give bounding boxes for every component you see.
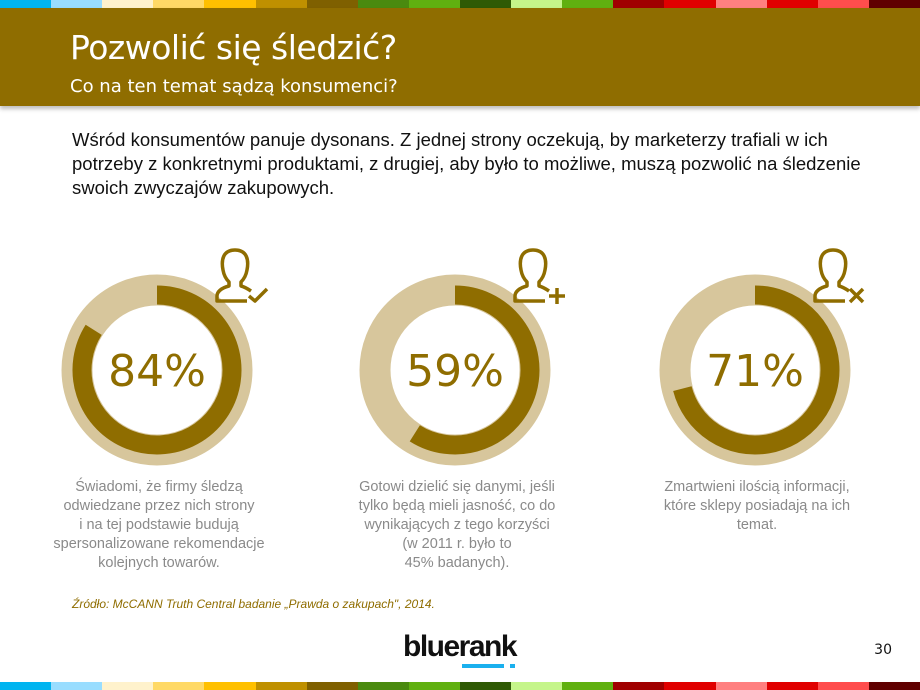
description-line: 45% badanych). xyxy=(404,555,510,571)
stripe-segment xyxy=(357,682,409,690)
user-check-icon xyxy=(215,248,269,303)
description-line: Świadomi, że firmy śledzą xyxy=(75,479,243,495)
stripe-segment xyxy=(51,682,103,690)
stripe-segment xyxy=(306,682,358,690)
logo-dot xyxy=(510,664,515,668)
stripe-segment xyxy=(306,0,358,8)
stripe-segment xyxy=(766,682,818,690)
donut-chart: 71% xyxy=(659,248,865,466)
stripe-segment xyxy=(204,0,256,8)
stripe-segment xyxy=(613,0,665,8)
percent-label: 84% xyxy=(108,346,206,397)
description-line: temat. xyxy=(736,517,778,533)
source-note: Źródło: McCANN Truth Central badanie „Pr… xyxy=(72,597,435,611)
header-band: Pozwolić się śledzić? Co na ten temat są… xyxy=(0,8,920,106)
stripe-segment xyxy=(0,682,52,690)
stripe-segment xyxy=(511,0,563,8)
bottom-color-stripe xyxy=(0,682,920,690)
page-subtitle: Co na ten temat sądzą konsumenci? xyxy=(70,76,398,97)
stripe-segment xyxy=(255,682,307,690)
donut-value-arc xyxy=(673,285,840,455)
donut-value-arc xyxy=(72,285,242,455)
stripe-segment xyxy=(613,682,665,690)
description-line: Zmartwieni ilością informacji, xyxy=(664,479,850,495)
stripe-segment xyxy=(562,0,614,8)
stripe-segment xyxy=(817,682,869,690)
stripe-segment xyxy=(204,682,256,690)
stripe-segment xyxy=(868,0,920,8)
stripe-segment xyxy=(664,682,716,690)
stripe-segment xyxy=(511,682,563,690)
stat-description: Świadomi, że firmy śledzą odwiedzane prze… xyxy=(39,478,279,573)
description-line: odwiedzane przez nich strony xyxy=(63,498,255,514)
description-line: kolejnych towarów. xyxy=(98,555,220,571)
stripe-segment xyxy=(153,0,205,8)
stripe-segment xyxy=(408,0,460,8)
stripe-segment xyxy=(562,682,614,690)
stripe-segment xyxy=(0,0,52,8)
stripe-segment xyxy=(153,682,205,690)
page-number: 30 xyxy=(874,642,892,658)
stripe-segment xyxy=(102,0,154,8)
page-title: Pozwolić się śledzić? xyxy=(70,28,397,67)
description-line: spersonalizowane rekomendacje xyxy=(53,536,265,552)
description-line: wynikających z tego korzyści xyxy=(364,517,550,533)
bluerank-logo: bluerank xyxy=(403,630,518,663)
stripe-segment xyxy=(255,0,307,8)
user-x-icon xyxy=(813,248,865,304)
description-line: tylko będą mieli jasność, co do xyxy=(358,498,556,514)
description-line: i na tej podstawie budują xyxy=(79,517,239,533)
percent-label: 71% xyxy=(706,346,804,397)
top-color-stripe xyxy=(0,0,920,8)
description-line: (w 2011 r. było to xyxy=(402,536,512,552)
percent-label: 59% xyxy=(406,346,504,397)
description-line: które sklepy posiadają na ich xyxy=(663,498,851,514)
stripe-segment xyxy=(51,0,103,8)
logo-underline xyxy=(462,664,504,668)
stat-description: Gotowi dzielić się danymi, jeśli tylko bę… xyxy=(337,478,577,573)
stripe-segment xyxy=(357,0,409,8)
stripe-segment xyxy=(766,0,818,8)
stripe-segment xyxy=(459,0,512,8)
stripe-segment xyxy=(408,682,460,690)
stripe-segment xyxy=(459,682,512,690)
donut-chart: 59% xyxy=(359,248,565,466)
stripe-segment xyxy=(664,0,716,8)
stripe-segment xyxy=(868,682,920,690)
stripe-segment xyxy=(102,682,154,690)
description-line: Gotowi dzielić się danymi, jeśli xyxy=(359,479,555,495)
intro-text: Wśród konsumentów panuje dysonans. Z jed… xyxy=(72,129,861,198)
stat-description: Zmartwieni ilością informacji, które skle… xyxy=(637,478,877,535)
donut-value-arc xyxy=(409,285,540,455)
stripe-segment xyxy=(715,682,767,690)
stripe-segment xyxy=(715,0,767,8)
stripe-segment xyxy=(817,0,869,8)
user-plus-icon xyxy=(513,248,565,304)
donut-chart: 84% xyxy=(61,248,269,466)
